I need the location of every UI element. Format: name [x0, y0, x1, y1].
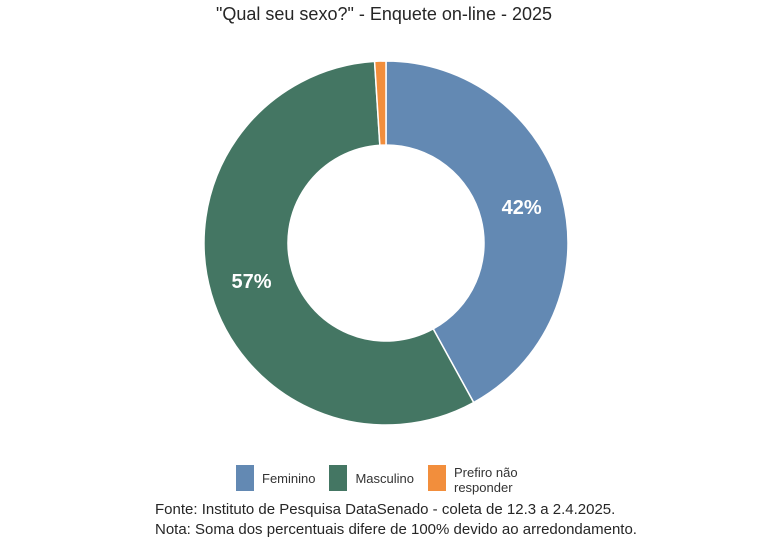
slice-prefiro-n-o-responder	[373, 60, 387, 146]
chart-footer: Fonte: Instituto de Pesquisa DataSenado …	[155, 500, 637, 540]
chart-legend: Feminino Masculino Prefiro não responder	[0, 465, 768, 495]
chart-title: "Qual seu sexo?" - Enquete on-line - 202…	[216, 4, 552, 24]
legend-item: Feminino	[236, 465, 315, 491]
rounding-note: Nota: Soma dos percentuais difere de 100…	[155, 521, 637, 538]
source-note: Fonte: Instituto de Pesquisa DataSenado …	[155, 501, 616, 518]
legend-label: Feminino	[262, 471, 316, 486]
legend-swatch	[236, 465, 254, 491]
donut-chart: 42% 57%	[203, 60, 569, 426]
slice-feminino	[385, 60, 569, 404]
legend-item: Masculino	[329, 465, 414, 491]
legend-swatch	[329, 465, 348, 491]
data-label-feminino: 42%	[502, 197, 542, 219]
legend-label: Masculino	[355, 471, 414, 486]
legend-label: Prefiro não responder	[454, 465, 518, 495]
legend-item: Prefiro não responder	[428, 465, 532, 495]
slice-masculino	[203, 60, 475, 426]
legend-swatch	[428, 465, 446, 491]
data-label-masculino: 57%	[232, 271, 272, 293]
